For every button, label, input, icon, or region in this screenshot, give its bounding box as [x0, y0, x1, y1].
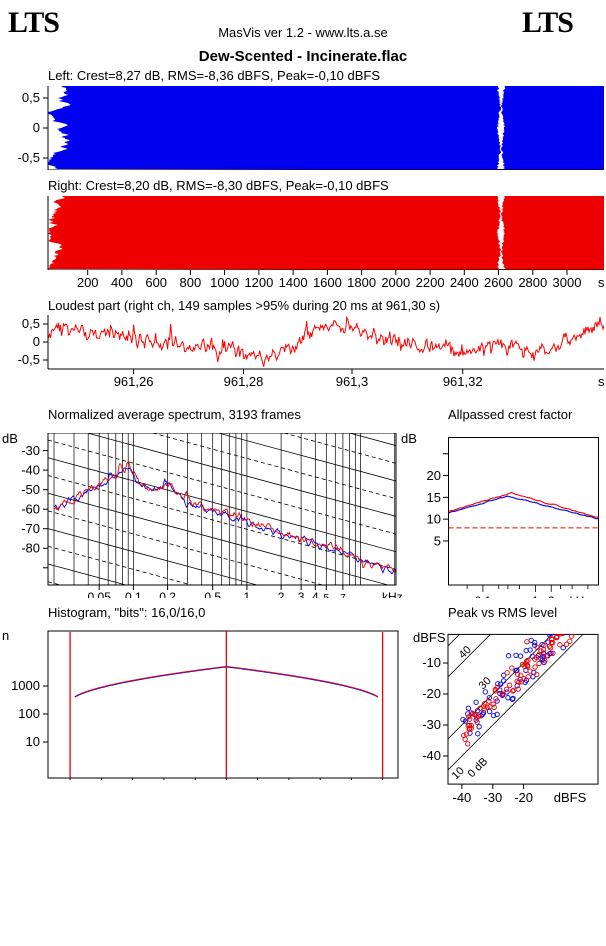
svg-text:10: 10	[450, 765, 467, 782]
svg-text:-10: -10	[422, 655, 441, 670]
svg-text:40: 40	[457, 644, 474, 661]
svg-text:0 dB: 0 dB	[466, 756, 490, 780]
svg-text:-40: -40	[422, 748, 441, 763]
svg-text:-30: -30	[422, 717, 441, 732]
svg-text:-20: -20	[514, 790, 533, 805]
svg-text:dBFS: dBFS	[413, 630, 446, 645]
svg-text:dBFS: dBFS	[554, 790, 587, 805]
svg-text:-20: -20	[422, 686, 441, 701]
svg-text:-40: -40	[453, 790, 472, 805]
svg-text:-30: -30	[483, 790, 502, 805]
